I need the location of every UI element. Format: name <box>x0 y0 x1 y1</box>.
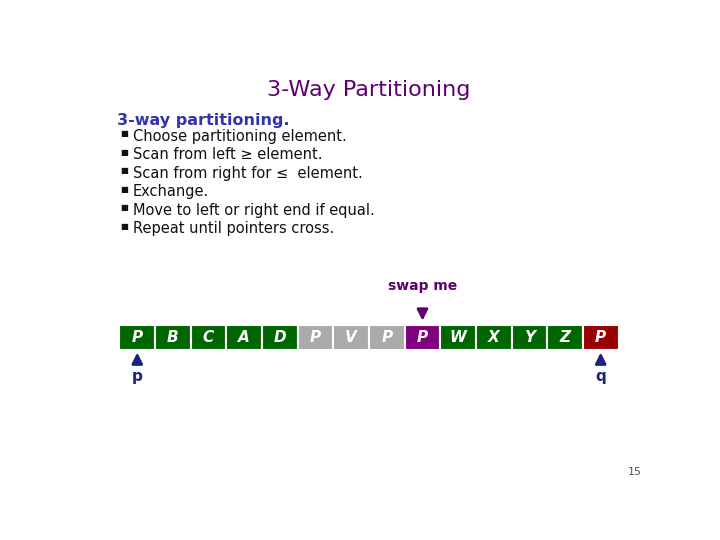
Bar <box>441 325 476 350</box>
Text: ■: ■ <box>120 185 128 194</box>
Text: P: P <box>595 330 606 345</box>
Text: B: B <box>167 330 179 345</box>
Text: P: P <box>382 330 392 345</box>
Text: C: C <box>203 330 215 345</box>
Text: 15: 15 <box>628 467 642 477</box>
Text: Z: Z <box>559 330 570 345</box>
Bar <box>512 325 547 350</box>
Bar <box>369 325 405 350</box>
Text: ■: ■ <box>120 148 128 157</box>
Text: D: D <box>274 330 286 345</box>
Bar <box>333 325 369 350</box>
Text: q: q <box>595 369 606 384</box>
Text: Repeat until pointers cross.: Repeat until pointers cross. <box>132 221 334 236</box>
Bar <box>405 325 441 350</box>
Bar <box>155 325 191 350</box>
Text: P: P <box>310 330 321 345</box>
Text: ■: ■ <box>120 204 128 212</box>
Text: ■: ■ <box>120 166 128 176</box>
Bar <box>476 325 512 350</box>
Bar <box>262 325 297 350</box>
Bar <box>547 325 583 350</box>
Bar <box>191 325 226 350</box>
Text: ■: ■ <box>120 130 128 138</box>
Text: Y: Y <box>524 330 535 345</box>
Text: A: A <box>238 330 250 345</box>
Text: Scan from right for ≤  element.: Scan from right for ≤ element. <box>132 166 362 181</box>
Text: W: W <box>450 330 467 345</box>
Text: swap me: swap me <box>388 279 457 293</box>
Text: ■: ■ <box>120 222 128 231</box>
Text: X: X <box>488 330 500 345</box>
Text: V: V <box>346 330 357 345</box>
Text: Exchange.: Exchange. <box>132 184 209 199</box>
Bar <box>226 325 262 350</box>
Text: 3-Way Partitioning: 3-Way Partitioning <box>267 80 471 100</box>
Text: Choose partitioning element.: Choose partitioning element. <box>132 129 346 144</box>
Text: Scan from left ≥ element.: Scan from left ≥ element. <box>132 147 322 162</box>
Text: 3-way partitioning.: 3-way partitioning. <box>117 112 289 127</box>
Text: P: P <box>132 330 143 345</box>
Text: P: P <box>417 330 428 345</box>
Text: Move to left or right end if equal.: Move to left or right end if equal. <box>132 202 374 218</box>
Text: p: p <box>132 369 143 384</box>
Bar <box>583 325 618 350</box>
Bar <box>120 325 155 350</box>
Bar <box>297 325 333 350</box>
